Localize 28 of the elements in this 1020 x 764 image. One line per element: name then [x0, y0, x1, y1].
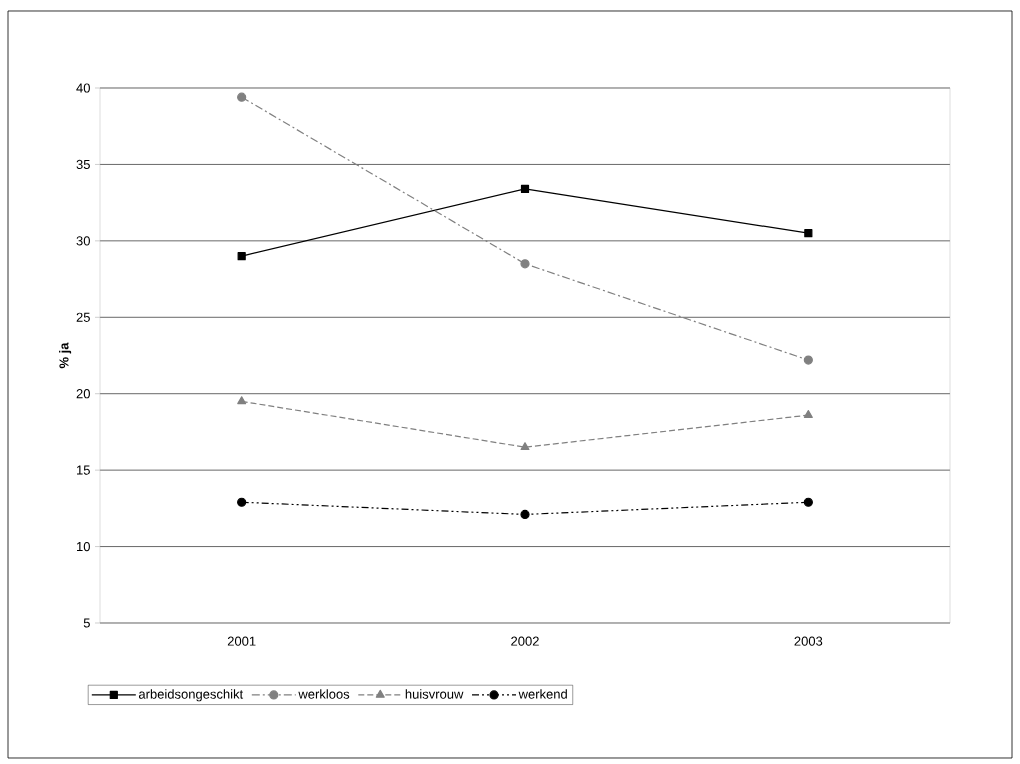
legend-label: werkloos: [298, 689, 350, 699]
point: [237, 396, 247, 405]
legend-label: arbeidsongeschikt: [138, 689, 244, 702]
point: [803, 410, 813, 418]
point: [520, 442, 530, 451]
y-axis-title: % ja: [59, 342, 72, 369]
point: [803, 497, 813, 507]
point: [520, 184, 530, 193]
y-tick-label: 10: [77, 541, 90, 552]
y-tick-label: 35: [76, 159, 90, 170]
point: [803, 355, 813, 365]
point: [237, 497, 247, 507]
y-tick-label: 30: [76, 236, 90, 246]
legend-label: werkend: [518, 689, 567, 699]
point: [237, 252, 246, 261]
x-tick-label: 2003: [794, 636, 823, 646]
y-tick-label: 15: [77, 465, 90, 475]
point: [804, 229, 813, 238]
x-tick-label: 2001: [227, 636, 256, 646]
y-tick-label: 20: [76, 389, 90, 399]
y-tick-label: 25: [76, 312, 90, 322]
x-tick-label: 2002: [511, 636, 539, 646]
point: [520, 509, 530, 520]
legend-label: huisvrouw: [405, 689, 464, 699]
y-tick-label: 40: [76, 83, 90, 93]
point: [237, 92, 247, 102]
y-tick-label: 5: [83, 618, 90, 628]
point: [520, 259, 530, 269]
